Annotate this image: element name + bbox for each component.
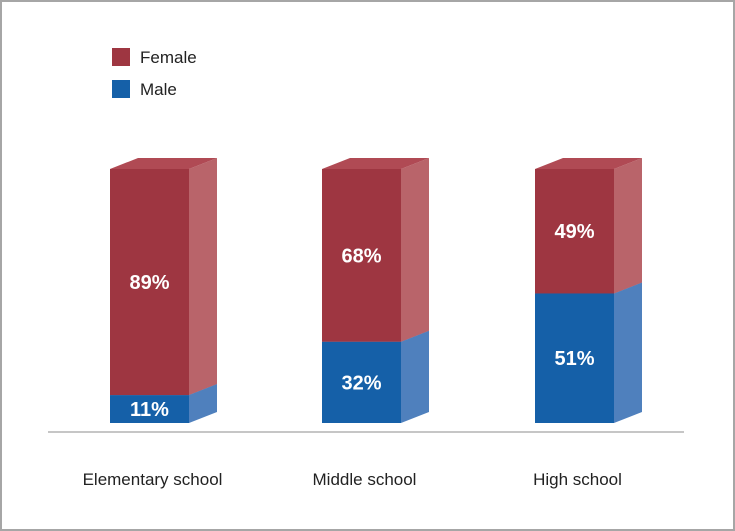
legend-swatch-male	[112, 80, 130, 98]
data-label-male-high-school: 51%	[554, 348, 594, 370]
data-label-female-elementary-school: 89%	[129, 272, 169, 294]
category-label: Middle school	[313, 470, 417, 489]
bar-female-elementary-school	[110, 169, 189, 396]
category-label: High school	[533, 470, 622, 489]
legend: Female Male	[112, 48, 197, 99]
bar-male-middle-school	[322, 341, 401, 423]
bar-side-male-elementary-school	[189, 384, 217, 423]
bar-male-elementary-school	[110, 395, 189, 423]
bar-male-high-school	[535, 293, 614, 423]
legend-label-male: Male	[140, 80, 177, 99]
category-labels: Elementary school Middle school High schoo…	[83, 470, 622, 489]
data-label-male-elementary-school: 11%	[130, 399, 169, 421]
bars: 11% 89% 32% 68% 51% 49%	[110, 158, 642, 423]
bar-top-female-elementary-school	[110, 158, 217, 169]
bar-female-high-school	[535, 169, 614, 294]
bar-top-female-middle-school	[322, 158, 429, 169]
data-label-female-high-school: 49%	[554, 221, 594, 243]
bar-side-female-high-school	[614, 158, 642, 294]
bar-female-middle-school	[322, 169, 401, 342]
bar-top-female-high-school	[535, 158, 642, 169]
data-label-male-middle-school: 32%	[341, 372, 381, 394]
category-label: Elementary school	[83, 470, 223, 489]
bar-side-male-high-school	[614, 282, 642, 423]
legend-swatch-female	[112, 48, 130, 66]
bar-side-female-middle-school	[401, 158, 429, 342]
bar-side-male-middle-school	[401, 330, 429, 423]
legend-label-female: Female	[140, 48, 197, 67]
bar-side-female-elementary-school	[189, 158, 217, 396]
data-label-female-middle-school: 68%	[341, 245, 381, 267]
